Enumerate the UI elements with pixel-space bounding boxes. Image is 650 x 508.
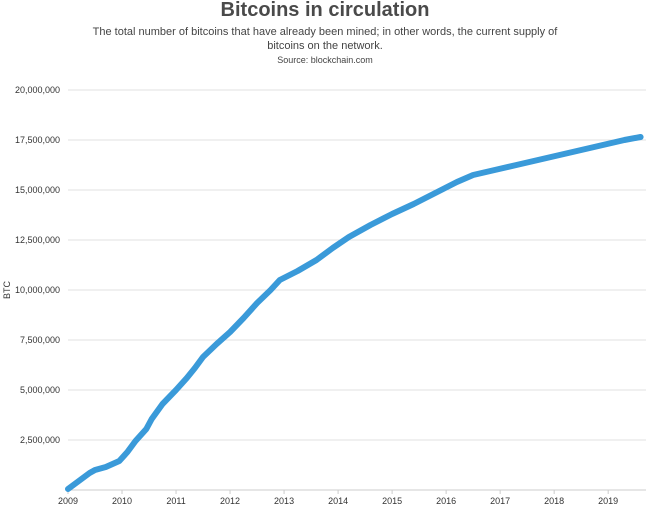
x-tick-label: 2018 (544, 496, 564, 506)
x-tick-label: 2016 (436, 496, 456, 506)
x-tick-label: 2014 (328, 496, 348, 506)
y-tick-label: 5,000,000 (20, 385, 60, 395)
y-tick-label: 12,500,000 (15, 235, 60, 245)
y-tick-label: 17,500,000 (15, 135, 60, 145)
y-tick-label: 15,000,000 (15, 185, 60, 195)
x-tick-label: 2012 (220, 496, 240, 506)
x-tick-label: 2013 (274, 496, 294, 506)
chart-subtitle: The total number of bitcoins that have a… (92, 26, 558, 52)
x-axis-ticks: 2009 2010 2011 2012 2013 2014 2015 2016 2017 2018… (58, 490, 618, 506)
x-tick-label: 2019 (598, 496, 618, 506)
y-axis-ticks: 2,500,000 5,000,000 7,500,000 10,000,000 12,… (15, 85, 60, 445)
grid-lines (68, 89, 646, 491)
x-tick-label: 2009 (58, 496, 78, 506)
y-tick-label: 10,000,000 (15, 285, 60, 295)
y-axis-label: BTC (2, 280, 12, 299)
series-group (65, 134, 644, 492)
x-tick-label: 2011 (166, 496, 185, 506)
series-line (65, 134, 644, 492)
x-tick-label: 2015 (382, 496, 402, 506)
chart-source: Source: blockchain.com (277, 55, 373, 65)
y-tick-label: 20,000,000 (15, 85, 60, 95)
chart-title: Bitcoins in circulation (220, 0, 430, 21)
x-tick-label: 2010 (112, 496, 132, 506)
y-tick-label: 2,500,000 (20, 435, 60, 445)
y-tick-label: 7,500,000 (20, 335, 60, 345)
x-tick-label: 2017 (490, 496, 510, 506)
